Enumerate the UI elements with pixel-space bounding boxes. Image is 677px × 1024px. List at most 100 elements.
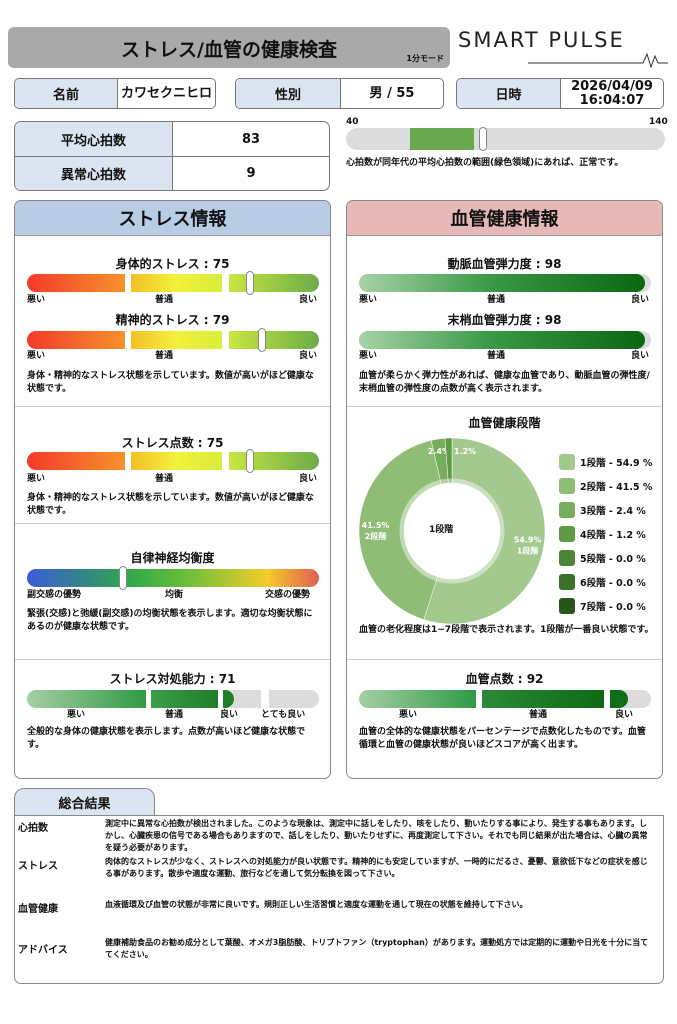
vascular-panel-title: 血管健康情報 (347, 201, 662, 236)
heart-rate-range-bar (346, 127, 665, 151)
avg-hr-label: 平均心拍数 (15, 122, 173, 156)
slice-label: 2段階 (365, 531, 387, 541)
scale-good: 良い (299, 351, 318, 361)
bar-segment-3 (229, 331, 319, 349)
scale-bad: 悪い (27, 351, 46, 361)
date-value: 2026/04/09 (571, 78, 653, 94)
bar-segment-3 (229, 274, 319, 292)
summary-tab: 総合結果 (14, 788, 155, 816)
donut-slice-4 (444, 437, 453, 484)
scale-bad: 悪い (27, 295, 46, 305)
legend-swatch (559, 598, 575, 614)
summary-vascular-text: 血液循環及び血管の状態が非常に良いです。規則正しい生活習慣と適度な運動を通して現… (105, 900, 528, 909)
legend-label: 7段階 - 0.0 % (580, 602, 646, 613)
smart-pulse-logo: SMART PULSE (458, 28, 668, 68)
scale-good: 良い (631, 351, 650, 361)
artery-elasticity-bar (359, 274, 651, 292)
avg-hr-value: 83 (241, 131, 261, 147)
coping-description: 全般的な身体の健康状態を表示します。点数が高いほど健康な状態です。 (27, 727, 306, 750)
heart-rate-table: 平均心拍数 83 異常心拍数 9 (14, 121, 330, 191)
scale-normal: 普通 (155, 474, 174, 484)
legend-swatch (559, 454, 575, 470)
legend-label: 2段階 - 41.5 % (580, 482, 653, 493)
stress-score-bar (27, 449, 319, 473)
slice-label: 54.9% (514, 536, 542, 545)
legend-item: 3段階 - 2.4 % (559, 502, 646, 518)
physical-stress-bar (27, 271, 319, 295)
vascular-score-description: 血管の全体的な健康状態をパーセンテージで点数化したものです。血管循環と血管の健康… (359, 727, 646, 750)
coping-good: 良い (220, 710, 239, 720)
bar-segment-3 (229, 452, 319, 470)
abnormal-hr-label: 異常心拍数 (15, 157, 173, 190)
stage-chart-title: 血管健康段階 (468, 416, 541, 430)
mental-stress-title: 精神的ストレス : 79 (115, 313, 230, 327)
slice-label: 2.4% (428, 447, 450, 456)
stress-panel-title: ストレス情報 (15, 201, 330, 236)
divider (15, 406, 330, 407)
normal-range-fill (409, 128, 474, 150)
slice-label: 1.2% (454, 447, 476, 456)
scale-bad: 悪い (359, 295, 378, 305)
scale-bad: 悪い (27, 474, 46, 484)
name-label: 名前 (15, 79, 118, 108)
coping-bar (27, 690, 319, 708)
bar-segment-1 (27, 274, 125, 292)
scale-normal: 普通 (155, 295, 174, 305)
scale-good: 良い (631, 295, 650, 305)
name-value: カワセクニヒロ (120, 85, 212, 101)
mode-label: 1分モード (406, 54, 444, 63)
scale-normal: 普通 (155, 351, 174, 361)
balance-label: 均衡 (165, 590, 184, 600)
vascular-panel: 血管健康情報 動脈血管弾力度 : 98 悪い 普通 良い 末梢血管弾力度 : 9… (346, 200, 663, 779)
hr-range-max: 140 (649, 117, 668, 127)
artery-elasticity-title: 動脈血管弾力度 : 98 (447, 257, 562, 271)
summary-heart-text: 測定中に異常な心拍数が検出されました。このような現象は、測定中に話しをしたり、咳… (105, 819, 648, 852)
datetime-value: 2026/04/09 16:04:07 (561, 79, 663, 108)
legend-label: 1段階 - 54.9 % (580, 458, 653, 469)
scale-bad: 悪い (359, 351, 378, 361)
divider (15, 523, 330, 524)
report-title-bar: ストレス/血管の健康検査 1分モード (8, 27, 450, 68)
divider (347, 406, 662, 407)
legend-item: 4段階 - 1.2 % (559, 526, 646, 542)
divider (15, 659, 330, 660)
sympathetic-label: 交感の優勢 (265, 590, 311, 600)
balance-marker (119, 566, 128, 590)
summary-stress-label: ストレス (18, 861, 58, 872)
value-marker (258, 328, 266, 352)
scale-good: 良い (615, 710, 634, 720)
vascular-score-title: 血管点数 : 92 (465, 672, 544, 686)
peripheral-elasticity-title: 末梢血管弾力度 : 98 (447, 313, 562, 327)
legend-swatch (559, 574, 575, 590)
slice-label: 1段階 (517, 546, 539, 556)
legend-item: 7段階 - 0.0 % (559, 598, 646, 614)
value-marker (246, 271, 254, 295)
slice-label: 41.5% (362, 521, 390, 530)
abnormal-hr-value: 9 (246, 166, 256, 181)
scale-bad: 悪い (399, 710, 418, 720)
autonomic-balance-bar (27, 566, 319, 590)
coping-seg-very-good (269, 690, 319, 708)
score-seg-bad (359, 690, 476, 708)
summary-advice-text: 健康補助食品のお勧め成分として葉酸、オメガ3脂肪酸、トリプトファン（trypto… (105, 938, 649, 959)
donut-inner-ring (399, 478, 505, 584)
sex-field: 性別 男 / 55 (235, 78, 444, 109)
bar-segment-2 (131, 331, 222, 349)
donut-slice-2 (358, 440, 442, 620)
legend-item: 6段階 - 0.0 % (559, 574, 646, 590)
score-seg-normal (482, 690, 604, 708)
coping-very-good: とても良い (261, 710, 306, 720)
value-marker (246, 449, 254, 473)
stage-description: 血管の老化程度は1~7段階で表示されます。1段階が一番良い状態です。 (359, 625, 654, 635)
coping-seg-normal (151, 690, 218, 708)
heart-rate-caption: 心拍数が同年代の平均心拍数の範囲(緑色領域)にあれば、正常です。 (346, 158, 624, 168)
legend-swatch (559, 478, 575, 494)
summary-stress-text: 肉体的なストレスが少なく、ストレスへの対処能力が良い状態です。精神的にも安定して… (105, 857, 648, 878)
scale-normal: 普通 (487, 295, 506, 305)
coping-bad: 悪い (67, 710, 86, 720)
datetime-label: 日時 (457, 79, 561, 108)
peripheral-elasticity-bar (359, 331, 651, 349)
legend-label: 6段階 - 0.0 % (580, 578, 646, 589)
donut-center-label: 1段階 (429, 525, 454, 535)
